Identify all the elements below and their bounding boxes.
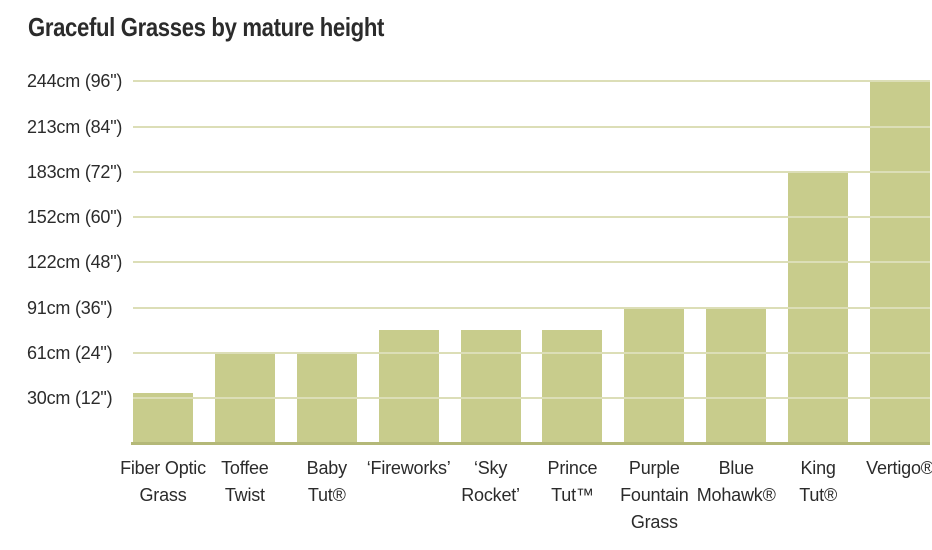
bar — [706, 308, 767, 443]
bar — [133, 392, 193, 443]
bar — [460, 330, 521, 443]
y-axis-tick-label: 213cm (84") — [27, 116, 123, 137]
x-axis-category-label-line: Toffee — [221, 458, 269, 478]
x-axis-category-label-line: Fiber Optic — [120, 458, 206, 478]
x-axis-category-label-line: Mohawk® — [696, 485, 776, 505]
y-axis-tick-label: 244cm (96") — [27, 71, 123, 91]
y-axis-tick-label: 61cm (24") — [27, 342, 113, 363]
x-axis-category-label: King Tut® — [753, 455, 883, 509]
x-axis-category-label-line: Grass — [139, 485, 187, 505]
x-axis-category-label: Purple Fountain Grass — [589, 455, 719, 536]
x-axis-category-label: Vertigo® — [835, 455, 932, 482]
x-axis-category-label-line: Twist — [224, 485, 265, 505]
x-axis-category-label: Toffee Twist — [180, 455, 310, 509]
x-axis-category-label: Fiber Optic Grass — [98, 455, 228, 509]
y-axis-tick-label: 152cm (60") — [27, 207, 123, 228]
x-axis-category-label-line: Tut™ — [551, 485, 594, 505]
x-axis-category-label-line: Tut® — [307, 485, 346, 505]
plot-area — [131, 80, 930, 445]
x-axis-category-label-line: ‘Fireworks’ — [366, 458, 451, 478]
x-axis-category-label-line: King — [800, 458, 836, 478]
bar — [788, 171, 848, 443]
x-axis-line — [131, 442, 930, 445]
x-axis-category-label-line: Purple — [628, 458, 680, 478]
x-axis-category-label: Prince Tut™ — [507, 455, 637, 509]
x-axis-category-label: ‘Fireworks’ — [344, 455, 474, 482]
bars-layer — [133, 81, 930, 443]
x-axis-category-label-line: Fountain — [620, 485, 689, 505]
bar — [378, 330, 439, 443]
y-axis-tick-label: 91cm (36") — [27, 297, 113, 318]
x-axis-category-label: ‘Sky Rocket’ — [426, 455, 556, 509]
x-axis-category-label-line: Baby — [306, 458, 347, 478]
bar — [542, 330, 603, 443]
x-axis-category-label-line: Grass — [630, 512, 678, 532]
x-axis-category-label-line: Tut® — [799, 485, 838, 505]
bar — [624, 308, 685, 443]
x-axis-category-label-line: Vertigo® — [866, 458, 932, 478]
x-axis-category-label: Blue Mohawk® — [671, 455, 801, 509]
y-axis-tick-label: 30cm (12") — [27, 388, 113, 409]
x-axis-category-label-line: Rocket’ — [461, 485, 520, 505]
bar — [296, 352, 357, 443]
y-axis-tick-label: 122cm (48") — [27, 252, 123, 272]
x-axis-category-label-line: Blue — [718, 458, 754, 478]
x-axis-category-label-line: ‘Sky — [473, 458, 508, 478]
y-axis-tick-label: 183cm (72") — [27, 161, 123, 182]
x-axis-category-label: Baby Tut® — [262, 455, 392, 509]
x-axis-category-label-line: Prince — [547, 458, 598, 478]
bar — [214, 352, 275, 443]
chart-title: Graceful Grasses by mature height — [28, 12, 385, 42]
bar — [869, 81, 930, 443]
